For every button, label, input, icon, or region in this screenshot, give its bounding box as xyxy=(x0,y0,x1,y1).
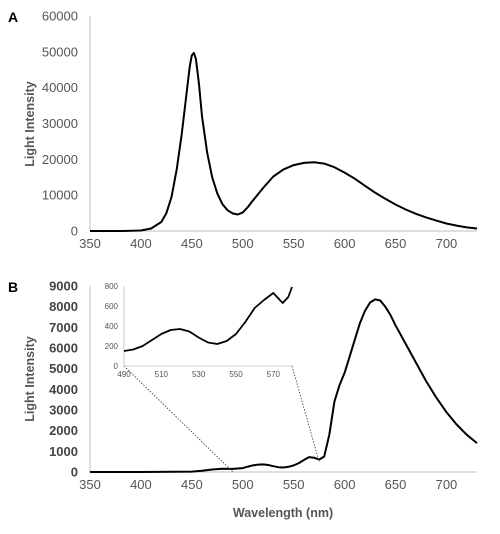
y-tick-label: 2000 xyxy=(49,423,78,438)
panel-a-y-axis-title: Light Intensity xyxy=(23,81,37,166)
x-tick-label: 700 xyxy=(436,236,458,251)
y-tick-label: 40000 xyxy=(42,80,78,95)
inset-chart: 490 510 530 550 570 0 200 400 600 800 xyxy=(105,282,293,379)
panel-a: A 350 400 450 500 550 600 650 700 0 10000 20000 300… xyxy=(8,9,478,252)
panel-a-series-line xyxy=(90,51,478,232)
inset-connector-right xyxy=(291,365,320,462)
y-tick-label: 8000 xyxy=(49,299,78,314)
inset-x-tick-label: 510 xyxy=(155,370,169,379)
inset-x-tick-label: 530 xyxy=(192,370,206,379)
inset-connector-left xyxy=(123,365,233,472)
x-tick-label: 400 xyxy=(130,477,152,492)
panel-a-ticks: 350 400 450 500 550 600 650 700 0 10000 20000 30000… xyxy=(42,9,457,252)
y-tick-label: 60000 xyxy=(42,9,78,24)
x-tick-label: 550 xyxy=(283,477,305,492)
y-tick-label: 7000 xyxy=(49,320,78,335)
inset-series-line xyxy=(123,286,293,352)
panel-b-label: B xyxy=(8,279,18,295)
panel-b-y-axis-title: Light Intensity xyxy=(23,336,37,421)
inset-y-tick-label: 200 xyxy=(105,342,119,351)
x-tick-label: 600 xyxy=(334,236,356,251)
x-tick-label: 450 xyxy=(181,477,203,492)
x-tick-label: 650 xyxy=(385,477,407,492)
y-tick-label: 10000 xyxy=(42,188,78,203)
y-tick-label: 1000 xyxy=(49,444,78,459)
inset-y-tick-label: 400 xyxy=(105,322,119,331)
y-tick-label: 30000 xyxy=(42,116,78,131)
y-tick-label: 4000 xyxy=(49,382,78,397)
inset-y-tick-label: 800 xyxy=(105,282,119,291)
inset-y-tick-label: 0 xyxy=(114,362,119,371)
x-tick-label: 500 xyxy=(232,236,254,251)
panel-b: B 350 400 450 500 550 600 650 70001000200030004… xyxy=(8,279,478,520)
panel-b-series-line xyxy=(90,298,478,473)
x-tick-label: 350 xyxy=(79,236,101,251)
inset-ticks: 490 510 530 550 570 0 200 400 600 800 xyxy=(105,282,281,379)
inset-x-tick-label: 550 xyxy=(229,370,243,379)
x-tick-label: 500 xyxy=(232,477,254,492)
x-tick-label: 550 xyxy=(283,236,305,251)
y-tick-label: 3000 xyxy=(49,403,78,418)
x-tick-label: 400 xyxy=(130,236,152,251)
y-tick-label: 6000 xyxy=(49,341,78,356)
panel-b-x-axis-title: Wavelength (nm) xyxy=(233,506,333,520)
panel-a-label: A xyxy=(8,9,18,25)
y-tick-label: 9000 xyxy=(49,279,78,294)
y-tick-label: 0 xyxy=(71,465,78,480)
panel-b-ticks: 350 400 450 500 550 600 650 7000100020003000400… xyxy=(49,279,457,493)
x-tick-label: 450 xyxy=(181,236,203,251)
inset-x-tick-label: 570 xyxy=(267,370,281,379)
x-tick-label: 600 xyxy=(334,477,356,492)
x-tick-label: 350 xyxy=(79,477,101,492)
x-tick-label: 650 xyxy=(385,236,407,251)
y-tick-label: 20000 xyxy=(42,152,78,167)
y-tick-label: 5000 xyxy=(49,361,78,376)
y-tick-label: 0 xyxy=(71,224,78,239)
x-tick-label: 700 xyxy=(436,477,458,492)
inset-y-tick-label: 600 xyxy=(105,302,119,311)
y-tick-label: 50000 xyxy=(42,44,78,59)
inset-x-tick-label: 490 xyxy=(117,370,131,379)
